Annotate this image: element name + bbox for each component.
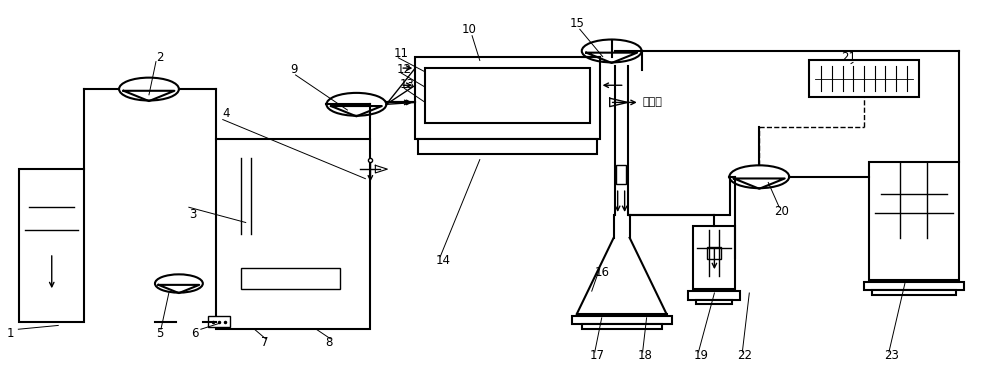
Text: 3: 3 (189, 209, 196, 221)
Bar (216, 139, 370, 329)
Text: 7: 7 (261, 336, 268, 349)
Text: 8: 8 (325, 336, 333, 349)
Text: 浓缩液: 浓缩液 (643, 98, 662, 108)
Bar (19, 169, 84, 322)
Bar (869, 162, 959, 280)
Bar (696, 300, 732, 304)
Bar (582, 324, 662, 329)
Text: 5: 5 (156, 326, 163, 339)
Bar (616, 166, 626, 184)
Text: 9: 9 (291, 63, 298, 76)
Bar (809, 60, 919, 97)
Text: 4: 4 (223, 108, 230, 120)
Bar (415, 57, 600, 139)
Text: 11: 11 (393, 48, 408, 61)
Text: 16: 16 (595, 266, 610, 278)
Bar (425, 68, 590, 123)
Bar (688, 291, 740, 300)
Bar (864, 281, 964, 290)
Bar (693, 226, 735, 289)
Text: 19: 19 (693, 349, 708, 362)
Text: 15: 15 (570, 17, 585, 30)
Text: 14: 14 (435, 254, 450, 267)
Text: 13: 13 (399, 78, 414, 91)
Text: 12: 12 (396, 63, 411, 76)
Bar (241, 268, 340, 289)
Text: 20: 20 (774, 205, 789, 218)
Bar (707, 247, 721, 259)
Text: 18: 18 (638, 349, 652, 362)
Text: 21: 21 (841, 51, 856, 64)
Text: 17: 17 (590, 349, 605, 362)
Bar (572, 316, 672, 324)
Text: 6: 6 (191, 326, 198, 339)
Text: 1: 1 (6, 326, 14, 339)
Bar (872, 290, 956, 295)
Bar (208, 316, 230, 327)
Bar (418, 139, 597, 154)
Text: 2: 2 (156, 51, 163, 64)
Text: 22: 22 (737, 349, 752, 362)
Text: 23: 23 (884, 349, 899, 362)
Text: 10: 10 (462, 23, 477, 36)
